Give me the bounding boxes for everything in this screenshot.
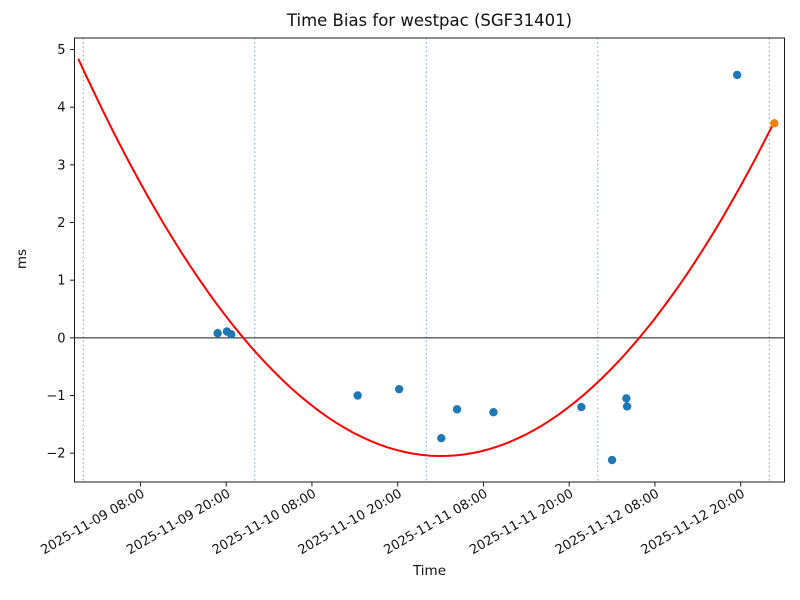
data-point <box>213 329 222 338</box>
y-tick-label: −2 <box>46 447 65 462</box>
latest-data-point <box>770 119 779 128</box>
data-point <box>394 384 404 394</box>
data-point <box>437 433 446 443</box>
plot-border <box>74 37 785 483</box>
data-point <box>732 70 742 80</box>
data-point <box>353 391 362 400</box>
data-point <box>577 402 586 412</box>
fit-curve <box>77 58 776 457</box>
data-point <box>622 394 631 403</box>
data-point <box>607 455 617 465</box>
y-tick-label: 5 <box>57 43 65 58</box>
y-tick-label: −1 <box>46 389 65 404</box>
data-point <box>227 330 236 339</box>
y-tick-label: 0 <box>57 331 65 346</box>
data-point <box>622 402 632 411</box>
y-axis-label: ms <box>14 248 30 270</box>
y-tick-label: 3 <box>57 158 65 173</box>
y-tick-label: 4 <box>57 101 65 116</box>
y-tick-label: 2 <box>57 216 65 231</box>
chart-title: Time Bias for westpac (SGF31401) <box>286 11 573 30</box>
data-point <box>452 405 462 414</box>
y-tick-label: 1 <box>57 274 65 289</box>
x-axis-label: Time <box>412 563 447 579</box>
data-point <box>489 408 498 417</box>
